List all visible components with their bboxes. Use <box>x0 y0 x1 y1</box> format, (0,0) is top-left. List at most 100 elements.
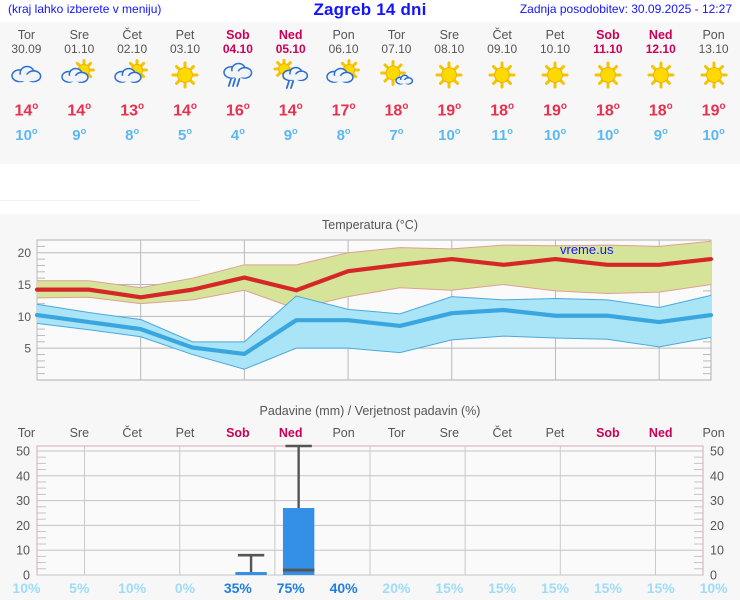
temperature-chart-svg: 5 10 15 20 <box>18 239 714 381</box>
day-name: Pet <box>175 28 195 42</box>
temperature-min-value: 8 <box>125 127 134 145</box>
precipitation-day-label: Pon <box>332 426 355 440</box>
precipitation-day-label: Pet <box>175 426 195 440</box>
temperature-min-value: 9 <box>283 127 293 145</box>
sunny-icon <box>588 59 628 93</box>
forecast-strip: Tor 30.09 14o 10o Sre 01.10 14o 9o Čet 02.10 13o 8o… <box>0 22 740 164</box>
forecast-day-column: Sob 11.10 18o 10o <box>581 22 634 164</box>
temperature-max-value: 13 <box>120 102 139 120</box>
temperature-max: 14o <box>14 101 39 120</box>
temperature-max-value: 14 <box>173 102 191 120</box>
day-date: 08.10 <box>434 42 465 56</box>
temperature-max: 16o <box>225 101 250 120</box>
temperature-max-value: 18 <box>490 102 509 120</box>
forecast-day-column: Ned 12.10 18o 9o <box>634 22 687 164</box>
precipitation-probability: 10% <box>12 580 41 596</box>
sunny-icon <box>535 59 575 93</box>
precipitation-probability: 10% <box>699 580 728 596</box>
temperature-y-tick-label: 20 <box>18 246 32 260</box>
temperature-chart-title-text: Temperatura (°C) <box>322 218 418 232</box>
forecast-day-column: Tor 07.10 18o 7o <box>370 22 423 164</box>
precipitation-chart-panel: Padavine (mm) / Verjetnost padavin (%) T… <box>0 400 740 600</box>
precipitation-probability: 20% <box>382 580 411 596</box>
precipitation-y-tick-label-left: 10 <box>16 544 30 558</box>
precipitation-y-tick-label-right: 30 <box>710 494 724 508</box>
precipitation-probability: 75% <box>276 580 305 596</box>
partly-sunny-icon <box>112 59 152 93</box>
forecast-day-column: Čet 02.10 13o 8o <box>106 22 159 164</box>
day-date: 07.10 <box>381 42 412 56</box>
precipitation-probability-row: 10% 5% 10% 0% 35% 75% 40% 20% 15% 15% 15% 15% 15% 10% <box>0 580 740 600</box>
precipitation-y-tick-label-right: 40 <box>710 469 724 483</box>
temperature-min: 9o <box>653 126 668 145</box>
divider-line <box>0 200 200 201</box>
precipitation-day-label: Sob <box>226 426 250 440</box>
precipitation-y-tick-label-left: 20 <box>16 519 30 533</box>
precipitation-y-tick-label-right: 10 <box>710 544 724 558</box>
precipitation-chart-svg: 0 0 10 10 20 20 30 30 40 40 50 50 <box>16 444 724 583</box>
temperature-y-tick-label: 10 <box>18 310 32 324</box>
forecast-day-column: Sre 01.10 14o 9o <box>53 22 106 164</box>
sunny-icon <box>165 59 205 93</box>
day-date: 11.10 <box>593 42 623 56</box>
forecast-day-column: Ned 05.10 14o 9o <box>264 22 317 164</box>
temperature-min: 9o <box>72 126 87 145</box>
partly-sunny-icon <box>324 59 364 93</box>
temperature-min: 10o <box>15 126 38 145</box>
temperature-max-value: 14 <box>14 102 33 120</box>
day-name: Čet <box>122 28 142 42</box>
cloudy-icon <box>6 59 46 93</box>
forecast-day-column: Pon 13.10 19o 10o <box>687 22 740 164</box>
rain-icon <box>218 59 258 93</box>
precipitation-y-tick-label-left: 30 <box>16 494 30 508</box>
temperature-min: 10o <box>596 126 620 145</box>
temperature-max: 19o <box>437 101 462 120</box>
forecast-day-column: Tor 30.09 14o 10o <box>0 22 53 164</box>
temperature-min-value: 10 <box>543 127 561 145</box>
sunny-icon <box>429 59 469 93</box>
temperature-min: 9o <box>283 126 298 145</box>
temperature-max: 19o <box>701 101 726 120</box>
precipitation-bar <box>235 553 267 576</box>
precipitation-y-tick-label-right: 0 <box>710 569 717 583</box>
temperature-max: 14o <box>67 101 92 120</box>
precipitation-probability: 5% <box>69 580 90 596</box>
last-update-text: Zadnja posodobitev: 30.09.2025 - 12:27 <box>519 2 732 16</box>
precipitation-probability: 15% <box>488 580 517 596</box>
precipitation-bar <box>282 444 315 575</box>
temperature-max: 19o <box>543 101 567 120</box>
day-date: 02.10 <box>117 42 148 56</box>
precipitation-day-label: Sob <box>596 426 620 440</box>
day-name: Sob <box>596 28 620 42</box>
temperature-min-value: 11 <box>491 127 508 145</box>
precipitation-day-label: Ned <box>278 426 303 440</box>
day-name: Ned <box>278 28 303 42</box>
precipitation-probability: 10% <box>118 580 147 596</box>
day-date: 30.09 <box>11 42 42 56</box>
temperature-max: 14o <box>278 101 303 120</box>
precipitation-day-label: Tor <box>17 426 36 440</box>
precipitation-day-labels: Tor Sre Čet Pet Sob Ned Pon Tor Sre Čet Pet Sob Ned P… <box>0 426 740 444</box>
day-date: 01.10 <box>64 42 95 56</box>
temperature-min: 8o <box>336 126 351 145</box>
precipitation-probability: 35% <box>223 580 252 596</box>
day-date: 06.10 <box>328 42 359 56</box>
forecast-day-column: Pet 10.10 19o 10o <box>529 22 582 164</box>
temperature-max-value: 18 <box>648 102 667 120</box>
page-title: Zagreb 14 dni <box>313 0 427 19</box>
day-name: Pon <box>332 28 355 42</box>
temperature-max-value: 19 <box>701 102 720 120</box>
temperature-max: 14o <box>173 101 197 120</box>
sun-small-cloud-icon <box>376 59 416 93</box>
temperature-min-value: 9 <box>653 127 663 145</box>
precipitation-day-label: Sre <box>69 426 90 440</box>
day-name: Čet <box>492 28 512 42</box>
sunny-icon <box>694 59 734 93</box>
temperature-max: 13o <box>120 101 145 120</box>
precipitation-y-tick-label-left: 50 <box>16 444 30 458</box>
precipitation-day-label: Pon <box>702 426 725 440</box>
forecast-day-column: Pet 03.10 14o 5o <box>159 22 212 164</box>
day-name: Sre <box>439 28 460 42</box>
day-name: Pon <box>702 28 725 42</box>
temperature-min: 8o <box>125 126 140 145</box>
